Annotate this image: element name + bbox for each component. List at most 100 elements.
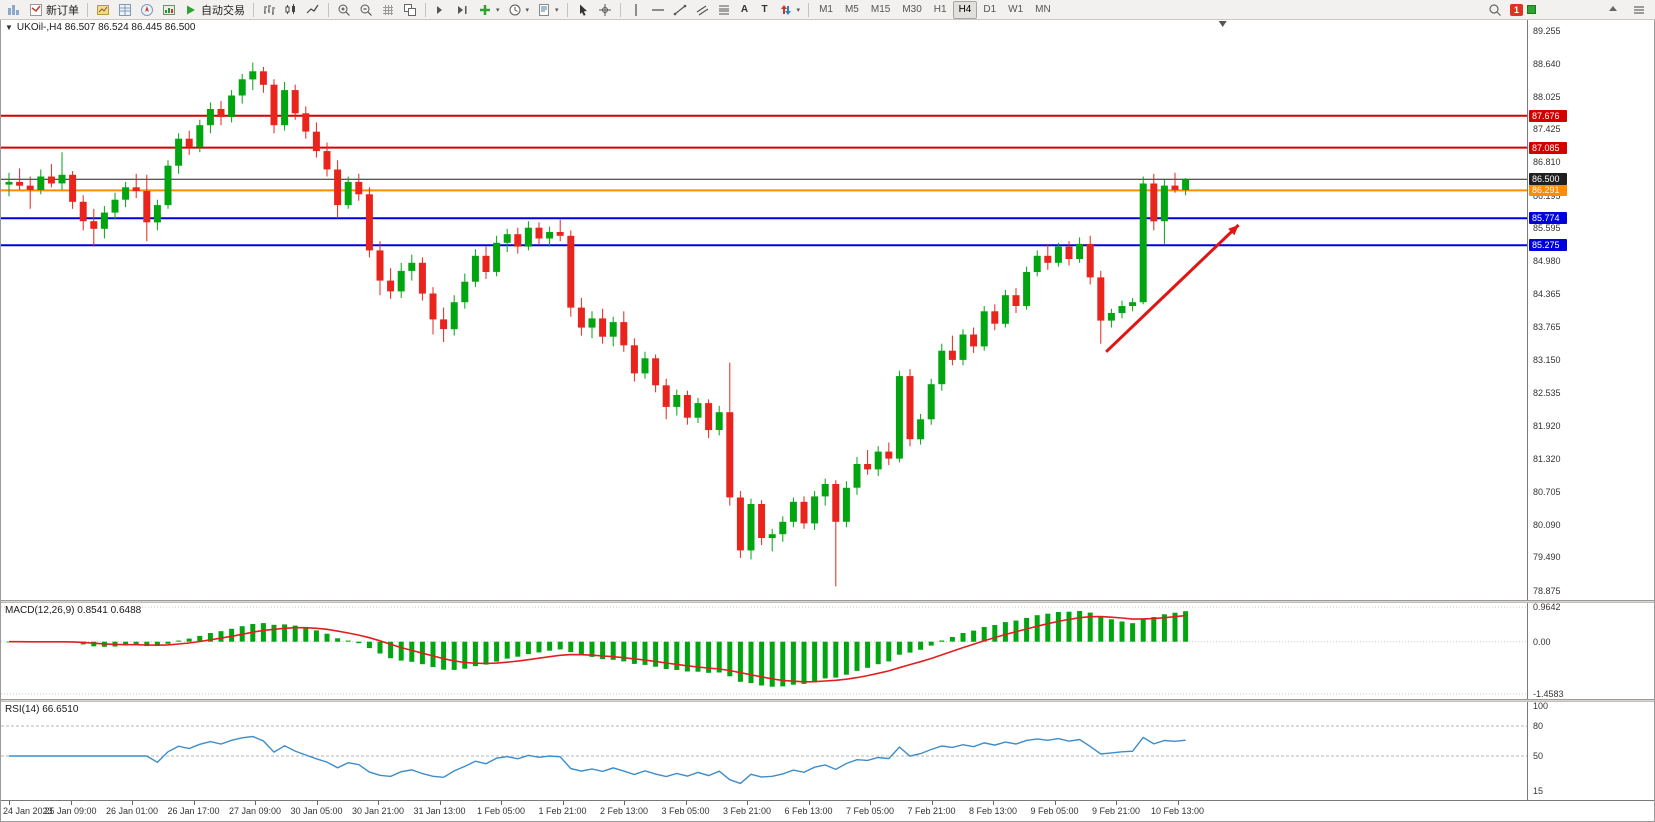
- rsi-tick: 80: [1533, 721, 1544, 731]
- price-axis[interactable]: 89.25588.64088.02587.42586.81086.19585.5…: [1527, 20, 1654, 600]
- horizontal-lines[interactable]: [1, 114, 1527, 247]
- toolbar-right: 1: [1484, 1, 1652, 19]
- time-tick: [870, 801, 871, 805]
- time-label: 3 Feb 05:00: [661, 806, 710, 816]
- line-chart-button[interactable]: [302, 1, 324, 19]
- chart-shift-marker[interactable]: [1218, 21, 1227, 27]
- price-tick: 83.150: [1533, 354, 1561, 365]
- price-tick: 81.320: [1533, 453, 1561, 464]
- cursor-button[interactable]: [572, 1, 594, 19]
- rsi-canvas[interactable]: [1, 702, 1527, 800]
- time-label: 26 Jan 01:00: [105, 806, 159, 816]
- rsi-label: RSI(14) 66.6510: [5, 704, 79, 715]
- price-tick: 85.595: [1533, 222, 1561, 233]
- timeframe-h4-button[interactable]: H4: [952, 0, 978, 19]
- channel-button[interactable]: [691, 1, 713, 19]
- timeframe-mn-button[interactable]: MN: [1035, 4, 1051, 15]
- main-toolbar: 新订单 自动交易 ▾ ▾ ▾ A T ▾ M1 M5 M15 M30 H1 H4 D1 W1 MN 1: [0, 0, 1655, 20]
- pane-separator[interactable]: [1, 699, 1654, 702]
- rsi-pane[interactable]: RSI(14) 66.6510 100 80 50 15: [1, 702, 1654, 800]
- pane-separator[interactable]: [1, 600, 1654, 603]
- search-button[interactable]: [1484, 1, 1506, 19]
- grid-button[interactable]: [377, 1, 399, 19]
- time-tick: [562, 801, 564, 805]
- time-axis[interactable]: 24 Jan 2023 25 Jan 09:00 26 Jan 01:00 26 Ja…: [1, 800, 1654, 821]
- tile-windows-button[interactable]: [399, 1, 421, 19]
- time-tick: [685, 801, 687, 805]
- toolbar-separator: [328, 2, 329, 17]
- terminal-button[interactable]: [158, 1, 180, 19]
- toolbar-menu-button[interactable]: [1628, 1, 1650, 19]
- bar-chart-button[interactable]: [258, 1, 280, 19]
- connection-status-icon: [1527, 5, 1536, 14]
- crosshair-button[interactable]: [594, 1, 616, 19]
- text-glyph: A: [740, 4, 749, 15]
- price-tick: 80.705: [1533, 486, 1561, 497]
- toolbar-buttons: 新订单 自动交易 ▾ ▾ ▾ A T ▾ M1 M5 M15 M30 H1 H4 D1 W1 MN: [3, 0, 1057, 19]
- price-tag[interactable]: 87.676: [1529, 109, 1567, 122]
- candlesticks: [5, 62, 1190, 587]
- order-icon: [29, 3, 43, 17]
- data-window-button[interactable]: [114, 1, 136, 19]
- price-tick: 79.490: [1533, 552, 1561, 563]
- time-label: 31 Jan 13:00: [413, 806, 466, 816]
- step-icon: [434, 3, 448, 17]
- vertical-line-button[interactable]: [625, 1, 647, 19]
- new-chart-button[interactable]: [3, 1, 25, 19]
- time-tick: [808, 801, 810, 805]
- data-window-icon: [118, 3, 132, 17]
- time-tick: [132, 801, 133, 805]
- periods-button[interactable]: ▾: [504, 1, 534, 19]
- time-tick: [316, 801, 318, 805]
- timeframe-m1-button[interactable]: M1: [819, 4, 833, 15]
- price-pane[interactable]: ▼ UKOil-,H4 86.507 86.524 86.445 86.500 …: [1, 20, 1654, 600]
- toolbar-separator: [619, 2, 621, 17]
- templates-button[interactable]: ▾: [533, 1, 563, 19]
- collapse-chart-icon[interactable]: ▼: [5, 23, 13, 32]
- text-button[interactable]: A: [735, 1, 755, 19]
- macd-pane[interactable]: MACD(12,26,9) 0.8541 0.6488 0.9642 0.00 -1…: [1, 603, 1654, 699]
- timeframe-w1-button[interactable]: W1: [1008, 4, 1024, 15]
- navigator-button[interactable]: [136, 1, 158, 19]
- notification-badge[interactable]: 1: [1509, 3, 1523, 16]
- indicators-button[interactable]: ▾: [474, 1, 504, 19]
- label-button[interactable]: T: [755, 1, 775, 19]
- price-tick: 86.810: [1533, 157, 1561, 168]
- macd-histogram: [6, 611, 1189, 687]
- chart-forward-button[interactable]: [430, 1, 452, 19]
- candle-chart-button[interactable]: [280, 1, 302, 19]
- timeframe-d1-button[interactable]: D1: [983, 4, 997, 15]
- arrows-button[interactable]: ▾: [775, 1, 805, 19]
- chevron-down-icon: ▾: [555, 6, 559, 14]
- zoom-out-button[interactable]: [355, 1, 377, 19]
- trendline-button[interactable]: [669, 1, 691, 19]
- macd-canvas[interactable]: [1, 603, 1527, 699]
- price-tag[interactable]: 86.291: [1529, 184, 1567, 197]
- fibonacci-button[interactable]: [713, 1, 735, 19]
- market-watch-button[interactable]: [92, 1, 114, 19]
- chevron-down-icon: ▾: [496, 6, 500, 14]
- price-tag[interactable]: 85.774: [1529, 212, 1567, 225]
- price-tick: 80.090: [1533, 520, 1561, 530]
- timeframe-m15-button[interactable]: M15: [870, 4, 891, 15]
- price-tag[interactable]: 87.085: [1529, 141, 1567, 154]
- horizontal-line-button[interactable]: [647, 1, 669, 19]
- price-tag[interactable]: 86.500: [1529, 173, 1567, 186]
- new-order-button[interactable]: 新订单: [25, 1, 83, 19]
- auto-trading-button[interactable]: 自动交易: [180, 1, 249, 19]
- time-label: 7 Feb 21:00: [907, 806, 956, 816]
- price-chart-canvas[interactable]: [1, 20, 1527, 600]
- zoom-in-button[interactable]: [333, 1, 355, 19]
- chart-end-button[interactable]: [452, 1, 474, 19]
- price-tag[interactable]: 85.275: [1529, 239, 1567, 252]
- toolbar-scroll-button[interactable]: [1602, 1, 1624, 19]
- price-tick: 78.875: [1533, 585, 1561, 596]
- macd-axis[interactable]: 0.9642 0.00 -1.4583: [1527, 603, 1654, 699]
- trend-arrow[interactable]: [1105, 223, 1240, 353]
- timeframe-h1-button[interactable]: H1: [933, 4, 947, 15]
- timeframe-m5-button[interactable]: M5: [844, 4, 859, 15]
- rsi-axis[interactable]: 100 80 50 15: [1527, 702, 1654, 800]
- time-tick: [70, 801, 72, 805]
- timeframe-m30-button[interactable]: M30: [902, 4, 922, 15]
- chart-window: ▼ UKOil-,H4 86.507 86.524 86.445 86.500 …: [0, 20, 1655, 822]
